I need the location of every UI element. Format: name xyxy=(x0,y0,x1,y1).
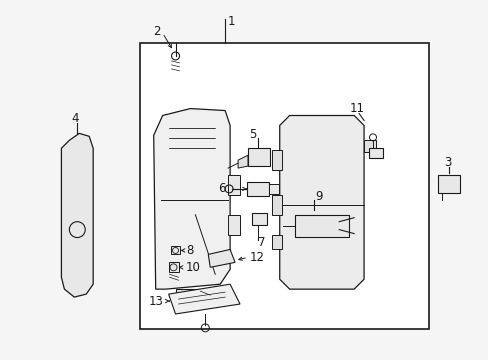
Bar xyxy=(271,195,281,215)
Text: 11: 11 xyxy=(348,102,364,115)
Text: 12: 12 xyxy=(249,251,264,264)
Text: 2: 2 xyxy=(152,24,160,38)
Bar xyxy=(251,213,266,225)
Polygon shape xyxy=(61,133,93,297)
Polygon shape xyxy=(175,289,200,309)
Bar xyxy=(438,175,459,193)
Bar xyxy=(168,262,178,272)
Text: 9: 9 xyxy=(315,190,322,203)
Text: 4: 4 xyxy=(71,112,79,125)
Bar xyxy=(268,184,278,194)
Text: 5: 5 xyxy=(248,128,256,141)
Polygon shape xyxy=(168,284,240,314)
Polygon shape xyxy=(279,116,364,289)
Bar xyxy=(170,247,180,255)
Bar xyxy=(228,215,240,235)
Polygon shape xyxy=(153,109,230,289)
Text: 7: 7 xyxy=(257,236,265,249)
Bar xyxy=(247,148,269,166)
Text: 8: 8 xyxy=(186,244,193,257)
Polygon shape xyxy=(208,249,235,267)
Bar xyxy=(228,175,240,195)
Bar xyxy=(368,148,382,158)
Bar xyxy=(246,182,268,196)
Bar xyxy=(140,43,427,329)
Bar xyxy=(271,150,281,170)
Bar xyxy=(271,235,281,249)
Text: 6: 6 xyxy=(217,183,224,195)
Bar xyxy=(364,140,375,152)
Polygon shape xyxy=(238,155,247,168)
Text: 10: 10 xyxy=(185,261,200,274)
Bar xyxy=(294,215,348,237)
Text: 1: 1 xyxy=(228,15,235,28)
Text: 3: 3 xyxy=(444,156,451,168)
Text: 13: 13 xyxy=(148,294,163,307)
